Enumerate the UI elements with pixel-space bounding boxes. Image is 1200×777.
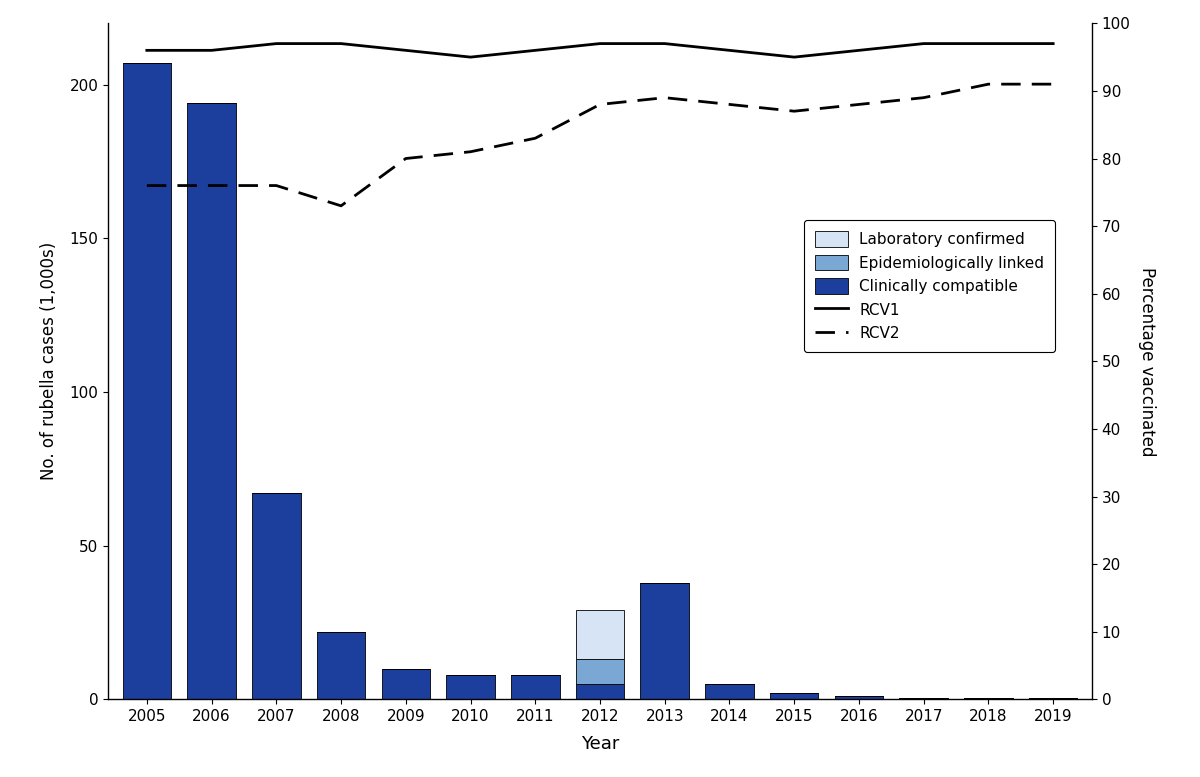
Bar [770,693,818,699]
Legend: Laboratory confirmed, Epidemiologically linked, Clinically compatible, RCV1, RCV: Laboratory confirmed, Epidemiologically … [804,220,1055,352]
Bar [706,684,754,699]
Bar [382,668,430,699]
Bar [576,660,624,684]
Y-axis label: No. of rubella cases (1,000s): No. of rubella cases (1,000s) [41,242,59,480]
Bar [317,632,365,699]
Y-axis label: Percentage vaccinated: Percentage vaccinated [1138,267,1156,456]
Bar [576,610,624,660]
Bar [511,674,559,699]
X-axis label: Year: Year [581,735,619,753]
Bar [446,674,494,699]
Bar [576,684,624,699]
Bar [641,583,689,699]
Bar [187,103,236,699]
Bar [835,696,883,699]
Bar [122,63,172,699]
Bar [900,698,948,699]
Bar [252,493,300,699]
